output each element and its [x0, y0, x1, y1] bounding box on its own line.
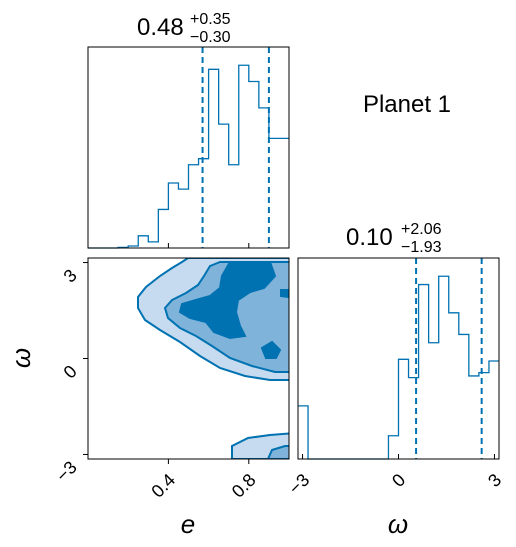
- chart-title: Planet 1: [363, 91, 451, 118]
- contour-inner-blob: [260, 340, 282, 359]
- xtick-label-e: 0.4: [147, 470, 179, 502]
- xlabel-omega: ω: [388, 509, 408, 539]
- title-omega-minus: −1.93: [401, 239, 442, 256]
- ytick-label-omega: 0: [60, 361, 81, 382]
- title-e-plus: +0.35: [190, 11, 231, 28]
- title-omega-plus: +2.06: [401, 221, 442, 238]
- hist-step-line: [88, 64, 289, 249]
- hist-e-panel: [87, 46, 290, 249]
- hist-e-ticks: [167, 243, 250, 248]
- title-e-value: 0.48: [137, 14, 184, 41]
- title-omega: 0.10: [346, 224, 393, 251]
- contour-inner-right: [280, 289, 289, 299]
- joint-contours: [137, 258, 289, 459]
- hist-e-frame: [87, 46, 290, 249]
- contour-bottom-middle: [266, 445, 289, 459]
- ylabel-omega: ω: [6, 348, 36, 368]
- hist-e-quantiles: [201, 47, 270, 248]
- xtick-label-omega: 0: [388, 470, 409, 491]
- hist-omega-quantiles: [415, 258, 483, 459]
- xtick-label-e: 0.8: [228, 470, 260, 502]
- hist-step-line: [298, 275, 499, 460]
- title-e-minus: −0.30: [190, 29, 231, 46]
- title-omega-value: 0.10: [346, 224, 393, 251]
- xtick-label-omega: 3: [484, 470, 505, 491]
- xlabel-e: e: [181, 509, 195, 539]
- hist-e-steps: [88, 64, 289, 249]
- contour-inner: [178, 261, 277, 340]
- ytick-label-omega: −3: [52, 457, 81, 486]
- joint-panel: [83, 257, 290, 464]
- joint-ticks: [83, 262, 250, 464]
- hist-omega-panel: [297, 257, 500, 460]
- ytick-label-omega: 3: [60, 265, 81, 286]
- xtick-label-omega: −3: [285, 470, 314, 499]
- hist-omega-ticks: [302, 454, 495, 459]
- hist-omega-steps: [298, 275, 499, 460]
- title-e: 0.48: [137, 14, 184, 41]
